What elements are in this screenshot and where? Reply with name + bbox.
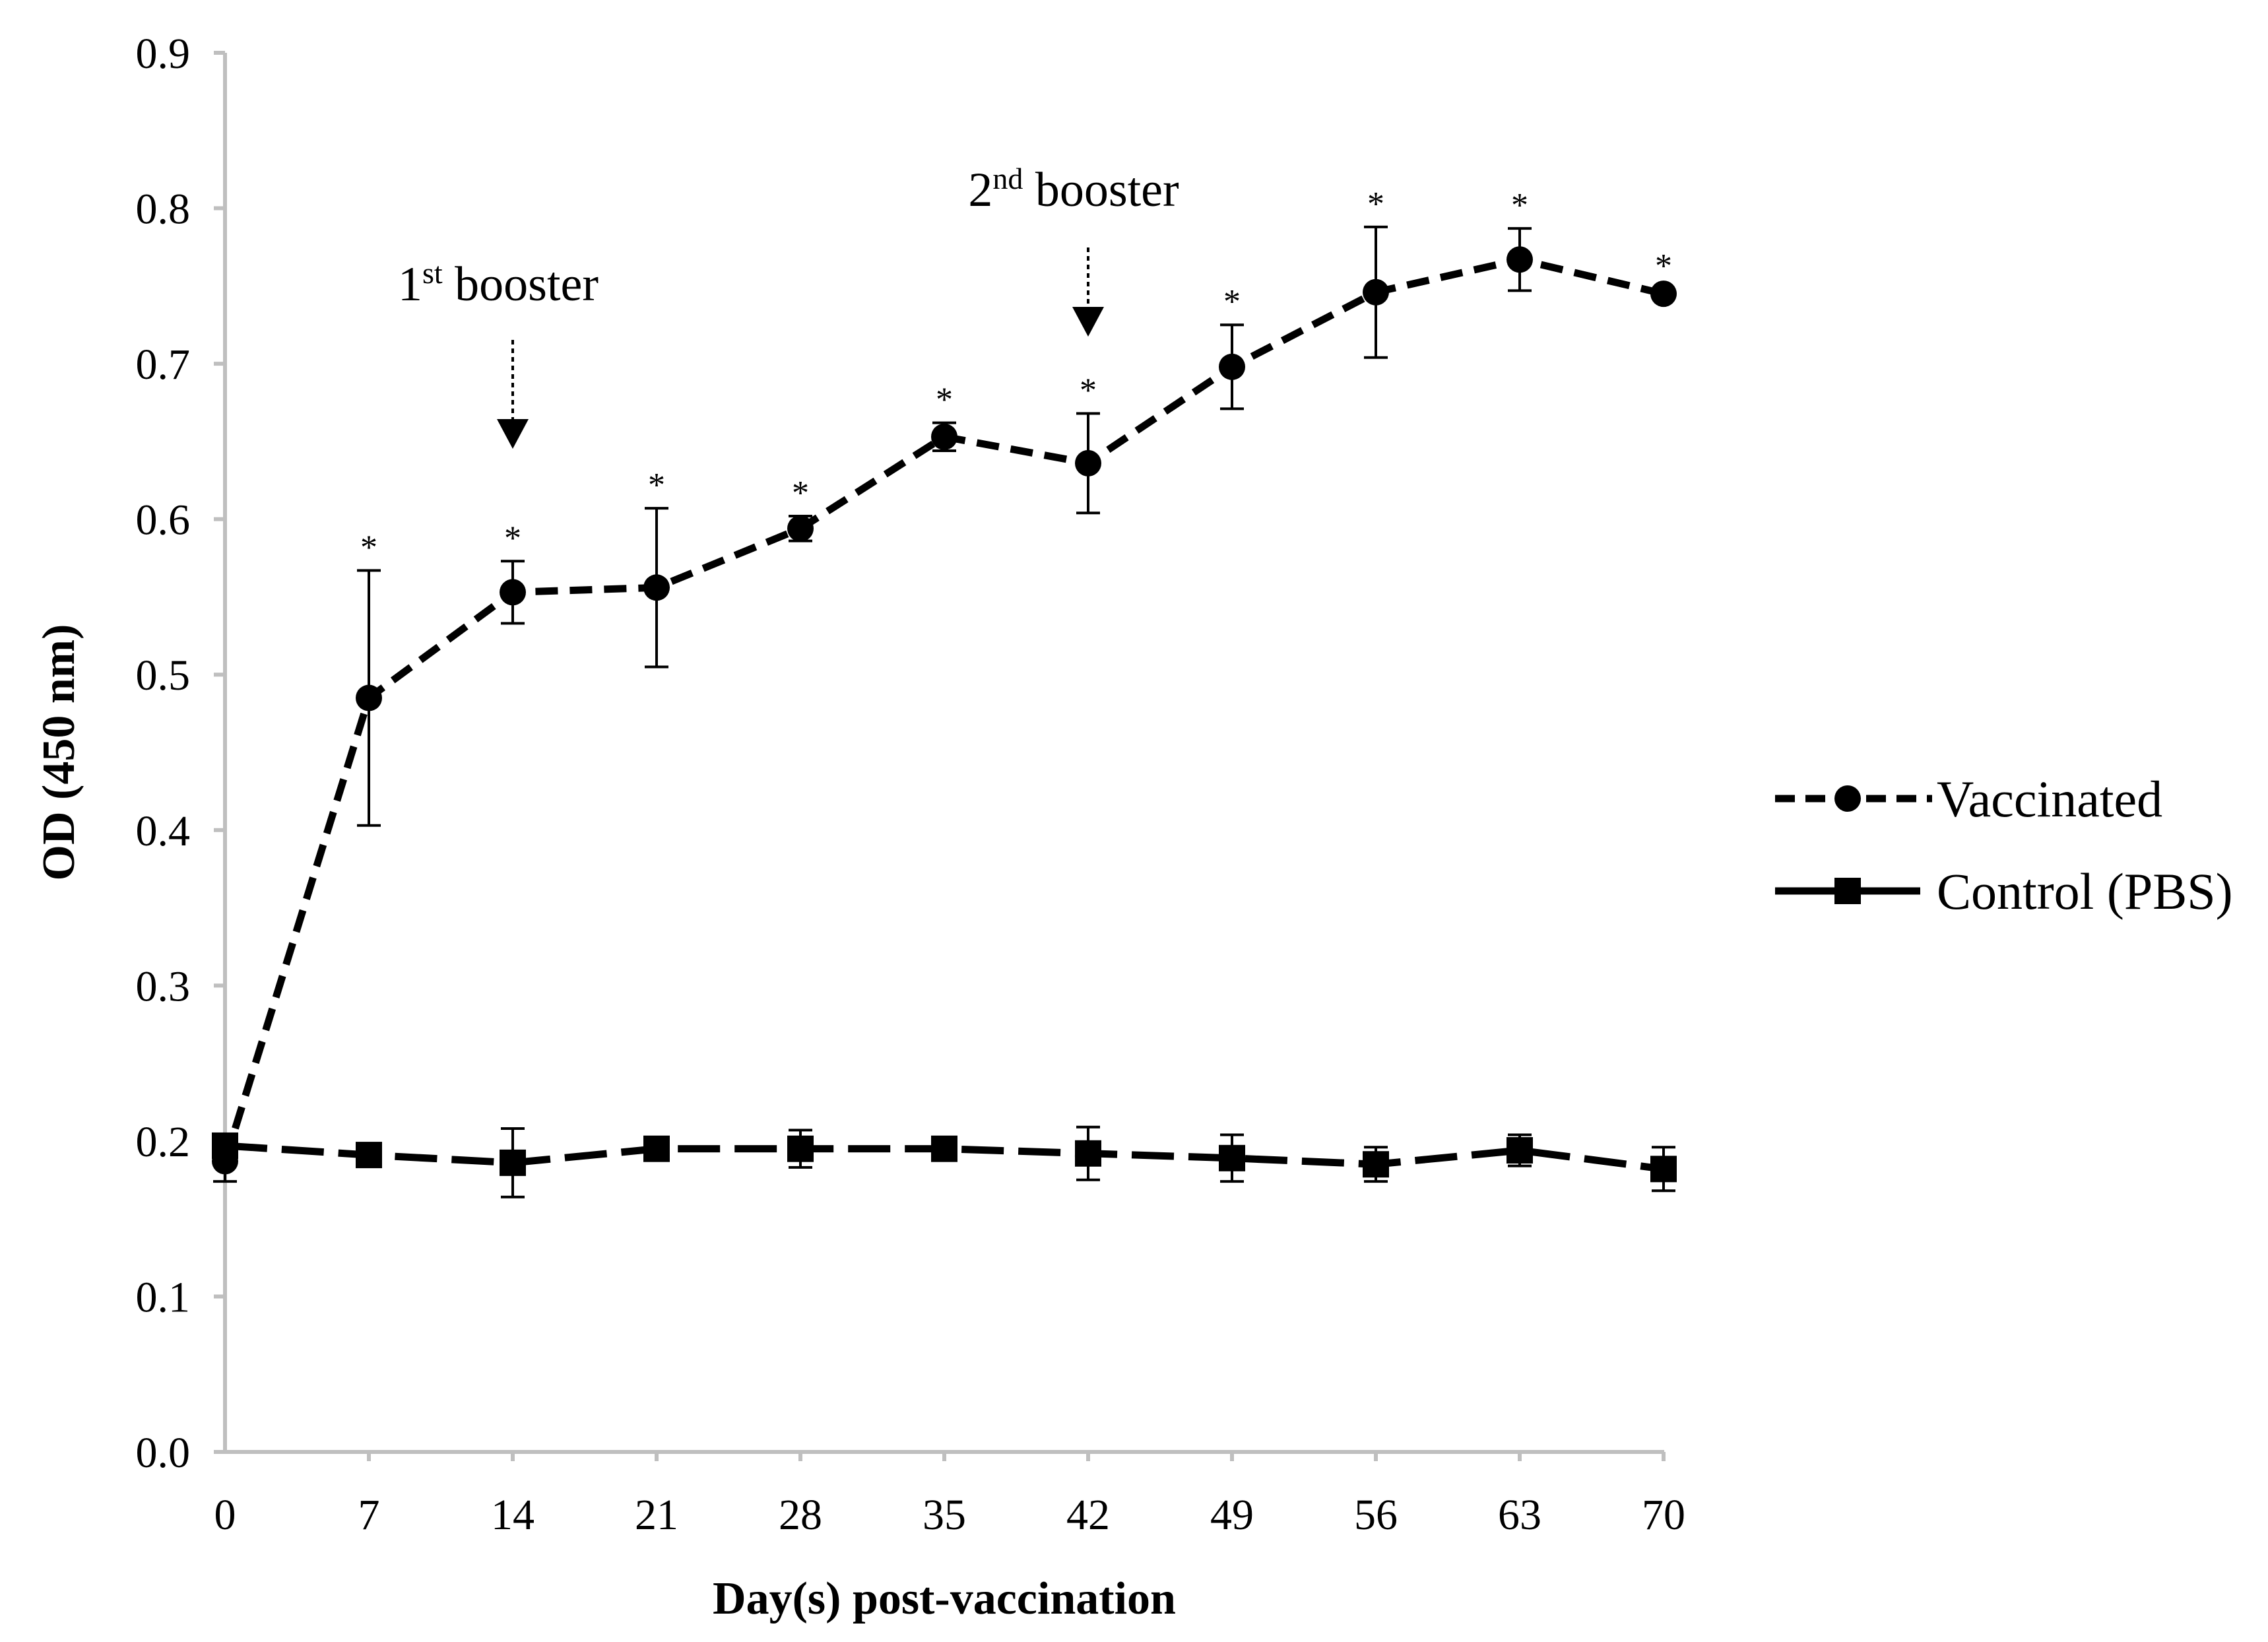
data-point: [787, 1135, 814, 1162]
significance-marker: *: [1223, 283, 1241, 321]
data-point: [500, 579, 526, 606]
y-axis-ticks: 0.0 0.1 0.2 0.3 0.4 0.5 0.6 0.7 0.8 0.9: [136, 30, 225, 1477]
x-axis-title: Day(s) post-vaccination: [713, 1573, 1176, 1624]
x-tick-label: 63: [1498, 1491, 1541, 1539]
data-point: [1075, 1140, 1101, 1167]
y-tick-label: 0.7: [136, 341, 191, 389]
y-tick-label: 0.1: [136, 1273, 191, 1321]
booster-arrow-head: [1072, 307, 1104, 337]
x-tick-label: 70: [1642, 1491, 1685, 1539]
series-layer: * * * * * * * * * *: [212, 185, 1677, 1199]
y-tick-label: 0.5: [136, 651, 191, 700]
legend-item: Control (PBS): [1775, 863, 2233, 920]
legend-marker: [1834, 785, 1861, 812]
data-point: [1363, 279, 1389, 306]
legend-label: Vaccinated: [1937, 770, 2162, 828]
significance-marker: *: [1367, 185, 1384, 223]
x-tick-label: 49: [1210, 1491, 1254, 1539]
significance-marker: *: [1655, 247, 1672, 285]
y-tick-label: 0.3: [136, 962, 191, 1010]
legend-item: Vaccinated: [1775, 770, 2162, 828]
y-tick-label: 0.6: [136, 496, 191, 544]
data-point: [1650, 1156, 1677, 1183]
significance-marker: *: [1511, 187, 1528, 224]
booster-text: booster: [443, 257, 599, 312]
data-point: [500, 1149, 526, 1176]
x-tick-label: 7: [358, 1491, 380, 1539]
x-tick-label: 56: [1354, 1491, 1398, 1539]
booster-ordinal-suffix: nd: [992, 162, 1023, 195]
booster-label: 1st booster: [398, 256, 599, 312]
significance-marker: *: [792, 475, 809, 512]
data-point: [787, 515, 814, 542]
y-tick-label: 0.8: [136, 185, 191, 234]
data-point: [1650, 280, 1677, 308]
booster-label: 2nd booster: [968, 162, 1179, 217]
y-tick-label: 0.4: [136, 807, 191, 855]
legend-marker: [1834, 878, 1861, 904]
x-tick-label: 35: [923, 1491, 966, 1539]
significance-marker: *: [504, 519, 521, 557]
significance-marker: *: [360, 529, 377, 566]
data-point: [931, 423, 957, 450]
x-tick-label: 42: [1066, 1491, 1110, 1539]
data-point: [1219, 353, 1245, 380]
legend-label: Control (PBS): [1937, 863, 2233, 920]
data-point: [1219, 1144, 1245, 1171]
data-point: [643, 574, 670, 601]
legend: Vaccinated Control (PBS): [1775, 770, 2233, 920]
y-axis-title: OD (450 nm): [34, 624, 84, 881]
y-tick-label: 0.9: [136, 30, 191, 78]
x-axis-ticks: 0 7 14 21 28 35 42 49 56 63 70: [214, 1452, 1685, 1539]
data-point: [356, 1142, 382, 1169]
data-point: [931, 1135, 957, 1162]
y-tick-label: 0.0: [136, 1429, 191, 1477]
significance-marker: *: [936, 381, 953, 419]
data-point: [356, 684, 382, 711]
significance-marker: *: [1080, 372, 1097, 409]
x-tick-label: 28: [779, 1491, 822, 1539]
significance-marker: *: [648, 467, 665, 504]
data-point: [1507, 1137, 1533, 1164]
booster-ordinal-suffix: st: [422, 256, 443, 290]
booster-ordinal: 1: [398, 257, 422, 312]
data-point: [1075, 449, 1101, 476]
series-control-pbs: [212, 1125, 1677, 1199]
booster-ordinal: 2: [968, 163, 992, 217]
plot-area: 0.00.10.20.30.40.50.60.70.80.9 0 7 14 21 28 3…: [136, 30, 1686, 1539]
y-tick-label: 0.2: [136, 1118, 191, 1166]
booster-text: booster: [1023, 163, 1179, 217]
data-point: [1363, 1151, 1389, 1178]
x-tick-label: 14: [491, 1491, 535, 1539]
data-point: [643, 1135, 670, 1162]
data-point: [212, 1148, 238, 1175]
booster-arrow-head: [497, 419, 529, 449]
x-tick-label: 0: [214, 1491, 236, 1539]
series-vaccinated: * * * * * * * * * *: [212, 185, 1677, 1183]
data-point: [1507, 246, 1533, 273]
x-tick-label: 21: [635, 1491, 678, 1539]
